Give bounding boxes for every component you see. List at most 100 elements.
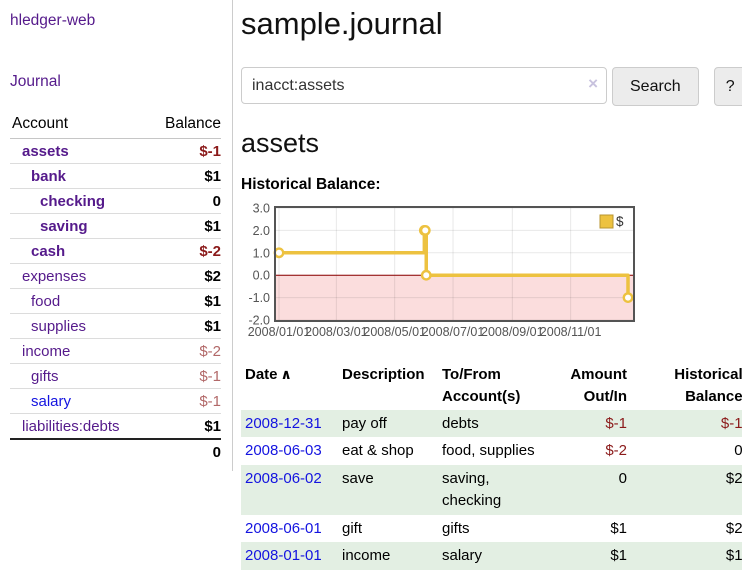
transaction-amount: $-2: [605, 442, 627, 460]
x-axis-tick-label: 2008/11/01: [540, 325, 602, 339]
y-axis-tick-label: 3.0: [253, 203, 270, 216]
sidebar: hledger-web Journal Account Balance asse…: [0, 0, 233, 471]
search-box: ×: [241, 67, 607, 106]
accounts-header-row: Account Balance: [10, 112, 221, 139]
account-balance: $-2: [149, 238, 221, 264]
nav-journal-link[interactable]: Journal: [10, 73, 61, 90]
help-button[interactable]: ?: [713, 67, 742, 106]
y-axis-tick-label: 1.0: [253, 246, 270, 260]
transaction-description: gift: [342, 519, 363, 537]
account-row: salary $-1: [10, 388, 221, 414]
transaction-amount: $-1: [546, 409, 631, 438]
col-header-accounts: To/From Account(s): [442, 366, 521, 405]
account-link[interactable]: checking: [40, 193, 106, 210]
account-row: expenses $2: [10, 263, 221, 289]
transaction-balance: $-1: [631, 409, 742, 438]
transaction-row: 2008-01-01 income salary $1 $1: [241, 542, 742, 570]
transaction-date-link[interactable]: 2008-01-01: [245, 547, 322, 565]
accounts-table: Account Balance assets $-1 bank $1 checking 0…: [10, 112, 221, 465]
transaction-balance: $2: [725, 519, 742, 537]
transaction-date-link[interactable]: 2008-12-31: [245, 414, 322, 432]
accounts-total-row: 0: [10, 438, 221, 465]
col-header-balance: Historical Balance: [674, 366, 742, 405]
chart-data-point: [622, 292, 634, 304]
account-balance: $-2: [149, 338, 221, 364]
transaction-date-link[interactable]: 2008-06-03: [245, 442, 322, 460]
historical-balance-chart: $3.0 2.0 1.0 0.0 -1.0 -2.0 2008/01/01 2008/03/0…: [238, 202, 640, 349]
x-axis-tick-label: 2008/05/01: [363, 325, 426, 339]
main-panel: sample.journal × Search ? assets Histori…: [233, 0, 742, 570]
accounts-header-account: Account: [10, 112, 150, 139]
transaction-accounts: debts: [438, 409, 546, 438]
y-axis-tick-label: -2.0: [248, 314, 270, 328]
transaction-date-cell: 2008-01-01: [241, 542, 338, 570]
account-row: checking 0: [10, 188, 221, 214]
transaction-description: pay off: [338, 409, 438, 438]
x-axis-tick-label: 2008/01/01: [248, 325, 311, 339]
account-row: income $-2: [10, 338, 221, 364]
chart-plot-border: [274, 206, 635, 322]
col-header-date[interactable]: Date ∧: [245, 366, 292, 383]
account-row: cash $-2: [10, 238, 221, 264]
transaction-balance: $1: [631, 542, 742, 570]
transaction-date-cell: 2008-06-03: [241, 437, 338, 465]
x-axis-tick-label: 2008/03/01: [305, 325, 368, 339]
account-link[interactable]: saving: [40, 218, 88, 235]
account-link[interactable]: salary: [31, 393, 72, 410]
transaction-amount: $1: [546, 542, 631, 570]
account-link[interactable]: bank: [31, 168, 67, 185]
brand-link[interactable]: hledger-web: [10, 12, 96, 29]
transaction-date-link[interactable]: 2008-06-01: [245, 519, 322, 537]
chart-data-point: [420, 269, 432, 281]
clear-search-icon[interactable]: ×: [588, 74, 598, 93]
transaction-date-cell: 2008-06-02: [241, 465, 338, 515]
transaction-description: save: [338, 465, 438, 515]
transaction-accounts: gifts: [442, 519, 470, 537]
chart-data-point: [273, 247, 285, 259]
account-link[interactable]: food: [31, 293, 61, 310]
transaction-amount: 0: [546, 465, 631, 515]
transaction-accounts: food, supplies: [442, 442, 535, 460]
account-balance: $-1: [149, 388, 221, 414]
chart-svg: $3.0 2.0 1.0 0.0 -1.0 -2.02008/01/012008/03/0…: [248, 202, 635, 339]
account-link[interactable]: assets: [22, 143, 69, 160]
transaction-date-link[interactable]: 2008-06-02: [245, 470, 322, 487]
account-link[interactable]: supplies: [31, 318, 87, 335]
account-link[interactable]: expenses: [22, 268, 87, 285]
chart-title: Historical Balance:: [241, 176, 381, 193]
search-button[interactable]: Search: [612, 67, 699, 106]
register-table: Date ∧ Description To/From Account(s) Amo…: [241, 362, 742, 570]
accounts-header-balance: Balance: [149, 112, 221, 139]
account-row: assets $-1: [10, 139, 221, 164]
transaction-amount: $1: [610, 519, 627, 537]
account-balance: $2: [149, 263, 221, 289]
account-row: bank $1: [10, 163, 221, 189]
account-row: saving $1: [10, 213, 221, 239]
account-balance: $-1: [149, 363, 221, 389]
transaction-description: income: [338, 542, 438, 570]
account-row: gifts $-1: [10, 363, 221, 389]
x-axis-tick-label: 2008/09/01: [481, 325, 544, 339]
account-link[interactable]: cash: [31, 243, 66, 260]
accounts-total-balance: 0: [149, 438, 221, 465]
account-row: liabilities:debts $1: [10, 413, 221, 439]
account-balance: 0: [149, 188, 221, 214]
account-row: food $1: [10, 288, 221, 314]
account-link[interactable]: gifts: [31, 368, 59, 385]
account-balance: $-1: [199, 143, 221, 160]
legend-label: $: [616, 214, 624, 229]
y-axis-tick-label: -1.0: [248, 291, 270, 305]
search-input[interactable]: [241, 67, 607, 104]
account-link[interactable]: income: [22, 343, 71, 360]
account-link[interactable]: liabilities:debts: [22, 418, 120, 435]
account-balance: $1: [149, 213, 221, 239]
col-header-description: Description: [342, 366, 425, 383]
transaction-accounts: salary: [438, 542, 546, 570]
transaction-row: 2008-06-01 gift gifts $1 $2: [241, 515, 742, 543]
chart-negative-region: [276, 275, 633, 320]
account-balance: $1: [149, 163, 221, 189]
account-row: supplies $1: [10, 313, 221, 339]
transaction-row: 2008-12-31 pay off debts $-1 $-1: [241, 409, 742, 438]
y-axis-tick-label: 0.0: [253, 269, 270, 283]
register-header-row: Date ∧ Description To/From Account(s) Amo…: [241, 362, 742, 410]
